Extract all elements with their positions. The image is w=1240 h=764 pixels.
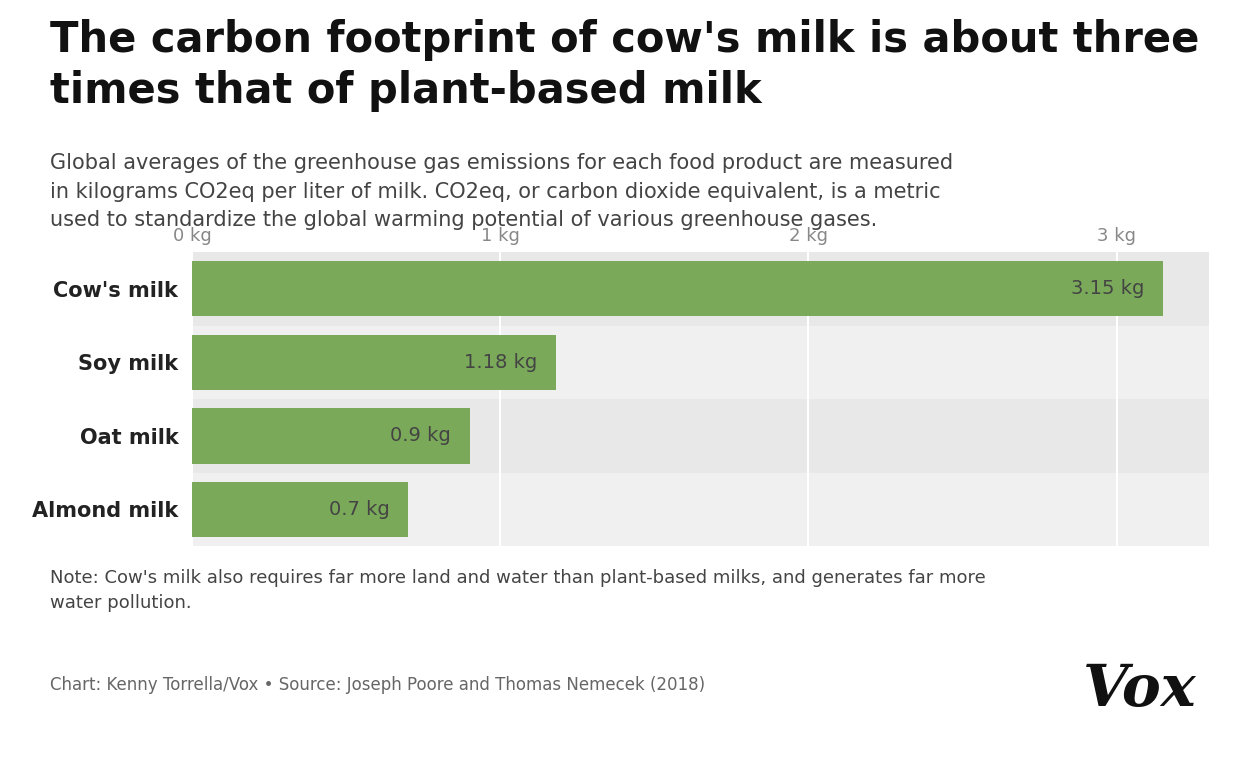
Text: 1.18 kg: 1.18 kg: [464, 353, 537, 372]
Bar: [192, 482, 408, 537]
Text: Vox: Vox: [1083, 662, 1197, 718]
Text: 0.7 kg: 0.7 kg: [329, 500, 389, 519]
Text: The carbon footprint of cow's milk is about three: The carbon footprint of cow's milk is ab…: [50, 19, 1199, 61]
Bar: [192, 325, 1209, 399]
Bar: [192, 473, 1209, 546]
Text: Global averages of the greenhouse gas emissions for each food product are measur: Global averages of the greenhouse gas em…: [50, 153, 952, 231]
Text: Note: Cow's milk also requires far more land and water than plant-based milks, a: Note: Cow's milk also requires far more …: [50, 569, 986, 612]
Bar: [192, 409, 470, 464]
Bar: [192, 335, 556, 390]
Text: times that of plant-based milk: times that of plant-based milk: [50, 70, 761, 112]
Bar: [192, 399, 1209, 473]
Text: Chart: Kenny Torrella/Vox • Source: Joseph Poore and Thomas Nemecek (2018): Chart: Kenny Torrella/Vox • Source: Jose…: [50, 676, 704, 694]
Text: 0.9 kg: 0.9 kg: [391, 426, 451, 445]
Bar: [192, 261, 1163, 316]
Text: 3.15 kg: 3.15 kg: [1071, 280, 1145, 299]
Bar: [192, 252, 1209, 325]
